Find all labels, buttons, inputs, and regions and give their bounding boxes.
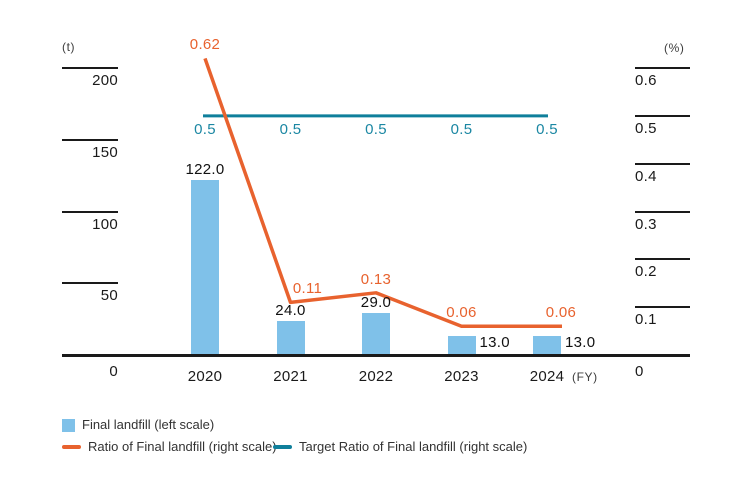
right-axis-tick-label: 0.2 (635, 263, 657, 281)
right-axis-tick-mark (635, 114, 690, 117)
legend-label-ratio: Ratio of Final landfill (right scale) (88, 439, 277, 455)
right-axis-tick-label: 0.4 (635, 167, 657, 185)
right-axis-tick-label: 0.1 (635, 311, 657, 329)
left-axis-tick-mark (62, 282, 118, 285)
target-ratio-label: 0.5 (365, 120, 387, 138)
left-axis-tick-label: 150 (92, 143, 118, 161)
x-axis-year-label: 2020 (187, 368, 223, 385)
x-axis-unit-label: (FY) (572, 370, 598, 384)
ratio-value-label: 0.13 (360, 270, 392, 288)
target-ratio-label: 0.5 (536, 120, 558, 138)
legend-label-target-ratio: Target Ratio of Final landfill (right sc… (299, 439, 528, 455)
right-axis-tick-mark (635, 67, 690, 69)
right-axis-tick-mark (635, 306, 690, 309)
right-axis-tick-mark (635, 162, 690, 165)
x-axis-year-label: 2022 (358, 368, 394, 385)
bar-value-label: 13.0 (479, 334, 510, 352)
bar-value-label: 122.0 (185, 160, 225, 178)
bar-2023 (447, 336, 476, 355)
x-axis-baseline (62, 354, 690, 357)
target-ratio-label: 0.5 (279, 120, 302, 138)
bar-2021 (276, 320, 305, 355)
legend-item-final-landfill: Final landfill (left scale) (62, 417, 215, 433)
ratio-value-label: 0.62 (189, 36, 221, 54)
left-axis-unit-label: (t) (62, 40, 76, 54)
legend-line-swatch-target-ratio (273, 445, 292, 449)
left-axis-tick-label: 200 (92, 72, 118, 89)
right-axis-tick-mark (635, 258, 690, 261)
left-axis-tick-mark (62, 138, 118, 141)
legend-item-target-ratio: Target Ratio of Final landfill (right sc… (273, 439, 528, 455)
x-axis-year-label: 2023 (444, 368, 479, 385)
target-ratio-label: 0.5 (194, 120, 216, 138)
legend-line-swatch-ratio (62, 445, 81, 449)
right-axis-tick-label: 0 (635, 363, 644, 380)
target-ratio-label: 0.5 (450, 120, 473, 138)
ratio-value-label: 0.06 (545, 304, 577, 322)
left-axis-tick-mark (62, 67, 118, 69)
left-axis-tick-mark (62, 210, 118, 213)
ratio-value-label: 0.11 (292, 280, 323, 298)
right-axis-tick-label: 0.3 (635, 215, 657, 233)
left-axis-tick-label: 0 (109, 363, 118, 380)
bar-2022 (362, 313, 390, 355)
right-axis-tick-label: 0.6 (635, 72, 657, 89)
x-axis-year-label: 2021 (273, 368, 308, 385)
bar-2020 (191, 179, 219, 355)
right-axis-unit-label: (%) (664, 41, 685, 55)
right-axis-tick-label: 0.5 (635, 119, 657, 137)
bar-value-label: 13.0 (565, 334, 596, 352)
bar-value-label: 29.0 (360, 294, 392, 312)
bar-2024 (533, 336, 561, 355)
left-axis-tick-label: 50 (100, 287, 118, 305)
ratio-value-label: 0.06 (446, 304, 477, 322)
right-axis-tick-mark (635, 210, 690, 213)
legend-label-final-landfill: Final landfill (left scale) (82, 417, 215, 433)
bar-value-label: 24.0 (275, 301, 306, 319)
legend-item-ratio: Ratio of Final landfill (right scale) (62, 439, 277, 455)
x-axis-year-label: 2024 (529, 368, 565, 385)
legend-square-swatch-final-landfill (62, 418, 75, 432)
left-axis-tick-label: 100 (92, 215, 118, 233)
